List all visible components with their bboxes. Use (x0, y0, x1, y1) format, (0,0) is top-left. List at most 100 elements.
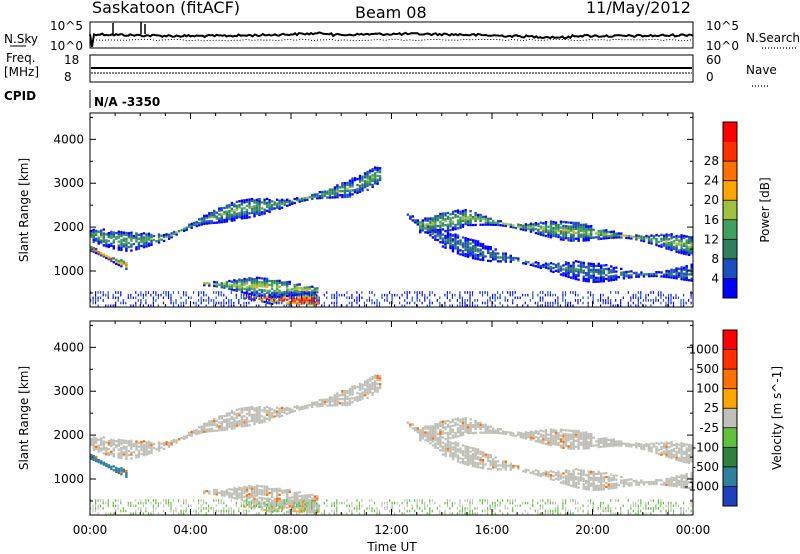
velocity-cell (125, 509, 127, 513)
velocity-cell (311, 507, 313, 510)
power-cell (476, 304, 479, 307)
power-cell (331, 190, 334, 193)
power-cell (260, 289, 264, 292)
power-cell (567, 229, 570, 232)
velocity-cell (419, 439, 422, 442)
velocity-cell (135, 444, 138, 447)
velocity-cell (386, 507, 388, 510)
power-cell (577, 299, 579, 302)
power-cell (484, 301, 486, 305)
power-cell (205, 299, 207, 302)
power-cell (509, 291, 511, 294)
velocity-cell (218, 415, 221, 418)
velocity-cell (456, 427, 460, 430)
power-cell (444, 214, 447, 217)
power-cell (557, 301, 559, 305)
power-cell (193, 221, 196, 225)
power-cell (223, 220, 226, 223)
power-cell (328, 190, 332, 193)
power-cell (630, 274, 633, 277)
power-cell (200, 221, 203, 224)
power-cell (567, 301, 569, 305)
power-cell (622, 273, 626, 276)
power-cell (230, 304, 232, 307)
velocity-cell (248, 492, 251, 496)
velocity-cell (275, 509, 278, 513)
velocity-cell (522, 470, 525, 473)
velocity-cell (280, 414, 284, 417)
velocity-cell (336, 398, 339, 401)
power-cell (253, 288, 256, 291)
velocity-cell (278, 407, 281, 410)
power-cell (152, 301, 154, 305)
power-cell (459, 296, 461, 300)
velocity-cell (466, 457, 470, 460)
velocity-cell (245, 406, 249, 410)
velocity-cell (343, 501, 345, 505)
velocity-cell (479, 460, 482, 463)
power-cell (258, 209, 261, 213)
velocity-cell (476, 448, 480, 451)
velocity-cell (564, 499, 567, 502)
velocity-cell (316, 403, 319, 406)
power-cell (444, 301, 446, 305)
power-cell (258, 211, 261, 215)
power-cell (255, 206, 259, 209)
velocity-cell (238, 496, 241, 499)
power-cell (670, 268, 673, 271)
velocity-cell (414, 499, 416, 502)
power-cell (245, 288, 249, 291)
velocity-cell (446, 425, 450, 428)
power-cell (542, 234, 545, 237)
velocity-cell (208, 492, 211, 495)
power-cell (587, 227, 590, 230)
velocity-cell (557, 507, 559, 510)
power-cell (429, 234, 432, 237)
power-cell (605, 235, 608, 238)
velocity-cell (378, 375, 382, 378)
power-cell (537, 264, 540, 267)
velocity-cell (333, 398, 337, 401)
power-cell (343, 191, 347, 195)
velocity-cell (547, 473, 550, 476)
power-cell (373, 176, 377, 179)
power-cell (612, 270, 615, 274)
velocity-cell (172, 440, 176, 443)
power-cell (255, 290, 259, 293)
power-cell (298, 287, 301, 290)
velocity-cell (145, 509, 147, 513)
power-cell (140, 240, 143, 244)
velocity-cell (263, 508, 266, 512)
velocity-cell (529, 432, 533, 435)
velocity-cell (371, 383, 374, 387)
power-cell (152, 238, 156, 242)
velocity-cell (464, 447, 467, 450)
power-frame (89, 112, 694, 308)
velocity-cell (240, 419, 244, 422)
power-cell (386, 293, 388, 297)
power-cell (172, 301, 175, 305)
power-cell (220, 282, 223, 285)
velocity-cell (97, 499, 99, 502)
velocity-cell (213, 417, 216, 421)
power-cell (690, 238, 693, 241)
power-cell (157, 233, 161, 236)
power-cell (200, 219, 203, 222)
power-cell (102, 238, 105, 241)
power-cell (419, 225, 422, 228)
velocity-cell (376, 386, 379, 389)
velocity-cell (487, 431, 490, 434)
power-cell (579, 227, 583, 230)
velocity-cell (464, 456, 467, 460)
velocity-cell (268, 497, 271, 500)
velocity-cell (223, 509, 225, 513)
power-cell (142, 238, 146, 241)
power-cell (183, 227, 186, 230)
velocity-cell (421, 437, 424, 440)
velocity-cell (311, 493, 314, 496)
power-cell (107, 291, 109, 294)
power-cell (150, 233, 153, 237)
velocity-cell (476, 462, 480, 465)
velocity-cell (449, 427, 452, 430)
velocity-cell (160, 442, 163, 445)
